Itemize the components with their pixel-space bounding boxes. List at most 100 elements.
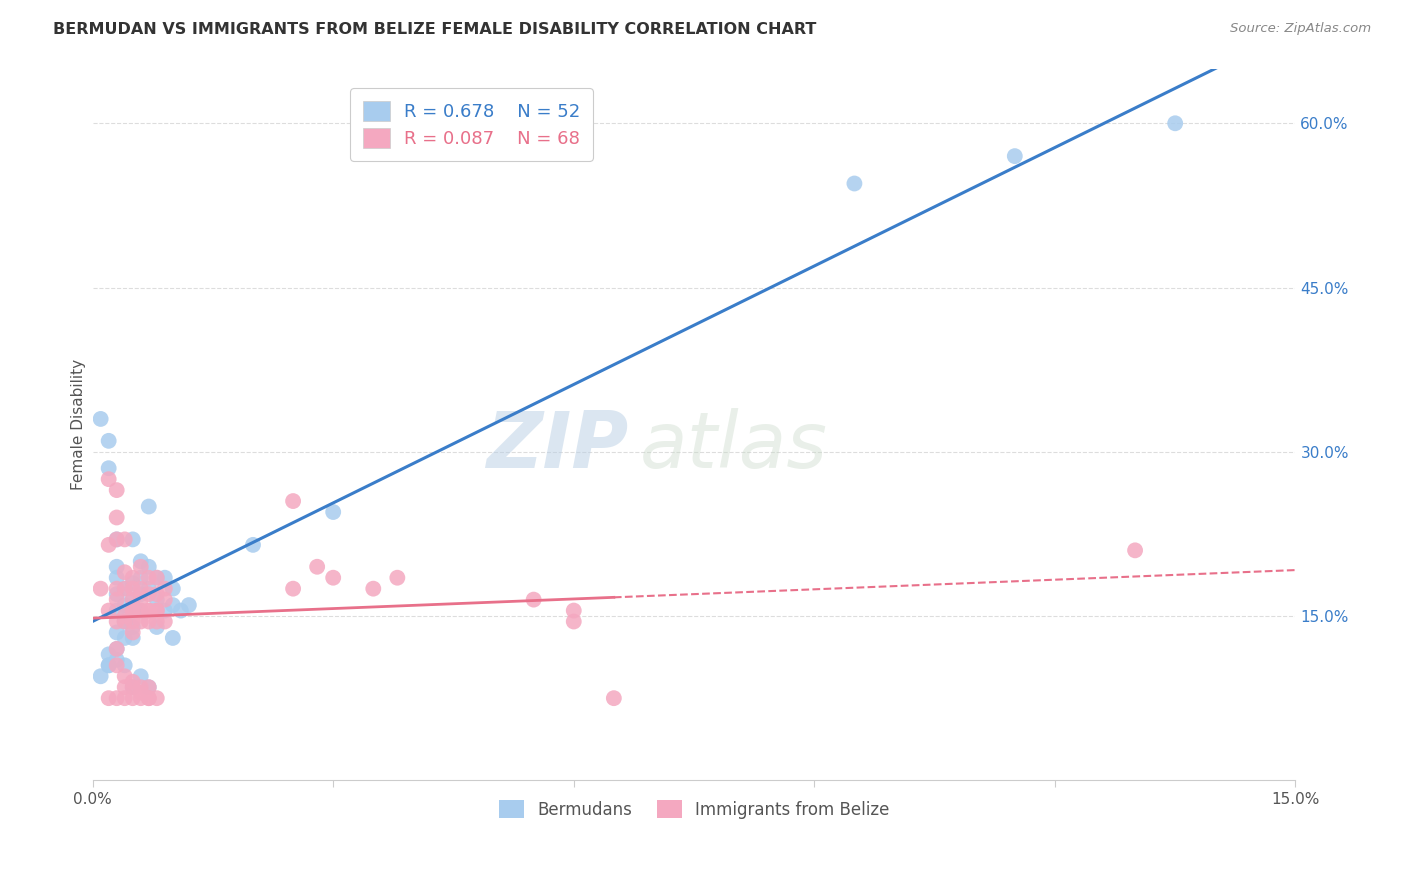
- Point: [105, 691, 128, 706]
- Point: [97, 658, 120, 673]
- Point: [97, 691, 120, 706]
- Point: [97, 603, 120, 617]
- Point: [170, 603, 193, 617]
- Point: [105, 625, 128, 640]
- Point: [153, 582, 176, 596]
- Point: [146, 571, 169, 585]
- Point: [121, 576, 143, 591]
- Point: [844, 177, 866, 191]
- Point: [105, 641, 128, 656]
- Point: [97, 434, 120, 448]
- Point: [322, 505, 344, 519]
- Point: [105, 483, 128, 497]
- Point: [138, 587, 160, 601]
- Point: [146, 571, 169, 585]
- Point: [114, 669, 136, 683]
- Point: [1004, 149, 1026, 163]
- Point: [114, 609, 136, 624]
- Point: [121, 680, 143, 694]
- Point: [138, 680, 160, 694]
- Point: [105, 571, 128, 585]
- Point: [1123, 543, 1146, 558]
- Point: [114, 533, 136, 547]
- Point: [121, 533, 143, 547]
- Point: [121, 631, 143, 645]
- Point: [121, 603, 143, 617]
- Point: [105, 615, 128, 629]
- Point: [153, 603, 176, 617]
- Point: [146, 615, 169, 629]
- Point: [129, 587, 152, 601]
- Point: [1164, 116, 1187, 130]
- Point: [281, 582, 304, 596]
- Point: [281, 494, 304, 508]
- Point: [121, 592, 143, 607]
- Point: [146, 691, 169, 706]
- Point: [387, 571, 409, 585]
- Point: [322, 571, 344, 585]
- Point: [121, 603, 143, 617]
- Point: [114, 615, 136, 629]
- Point: [121, 582, 143, 596]
- Point: [146, 587, 169, 601]
- Text: BERMUDAN VS IMMIGRANTS FROM BELIZE FEMALE DISABILITY CORRELATION CHART: BERMUDAN VS IMMIGRANTS FROM BELIZE FEMAL…: [53, 22, 817, 37]
- Point: [242, 538, 264, 552]
- Point: [114, 582, 136, 596]
- Point: [121, 571, 143, 585]
- Point: [114, 691, 136, 706]
- Point: [361, 582, 384, 596]
- Point: [114, 631, 136, 645]
- Point: [105, 510, 128, 524]
- Point: [121, 603, 143, 617]
- Legend: Bermudans, Immigrants from Belize: Bermudans, Immigrants from Belize: [492, 793, 896, 825]
- Point: [97, 472, 120, 486]
- Point: [105, 559, 128, 574]
- Text: atlas: atlas: [640, 408, 828, 483]
- Point: [138, 603, 160, 617]
- Point: [105, 658, 128, 673]
- Point: [562, 615, 585, 629]
- Point: [153, 571, 176, 585]
- Point: [129, 680, 152, 694]
- Point: [129, 559, 152, 574]
- Point: [129, 571, 152, 585]
- Point: [105, 603, 128, 617]
- Point: [129, 554, 152, 568]
- Point: [138, 691, 160, 706]
- Point: [121, 615, 143, 629]
- Point: [121, 674, 143, 689]
- Point: [153, 615, 176, 629]
- Point: [105, 533, 128, 547]
- Point: [97, 658, 120, 673]
- Point: [114, 615, 136, 629]
- Point: [129, 603, 152, 617]
- Point: [138, 571, 160, 585]
- Point: [114, 598, 136, 612]
- Point: [138, 680, 160, 694]
- Point: [121, 592, 143, 607]
- Point: [146, 592, 169, 607]
- Point: [146, 603, 169, 617]
- Point: [146, 603, 169, 617]
- Point: [97, 461, 120, 475]
- Point: [162, 631, 184, 645]
- Point: [307, 559, 329, 574]
- Point: [138, 559, 160, 574]
- Point: [129, 592, 152, 607]
- Point: [138, 603, 160, 617]
- Point: [162, 582, 184, 596]
- Point: [105, 653, 128, 667]
- Point: [162, 598, 184, 612]
- Point: [129, 603, 152, 617]
- Point: [138, 582, 160, 596]
- Point: [146, 620, 169, 634]
- Point: [90, 669, 112, 683]
- Point: [90, 582, 112, 596]
- Point: [121, 691, 143, 706]
- Point: [114, 680, 136, 694]
- Point: [90, 412, 112, 426]
- Point: [121, 620, 143, 634]
- Point: [129, 615, 152, 629]
- Point: [562, 603, 585, 617]
- Point: [153, 592, 176, 607]
